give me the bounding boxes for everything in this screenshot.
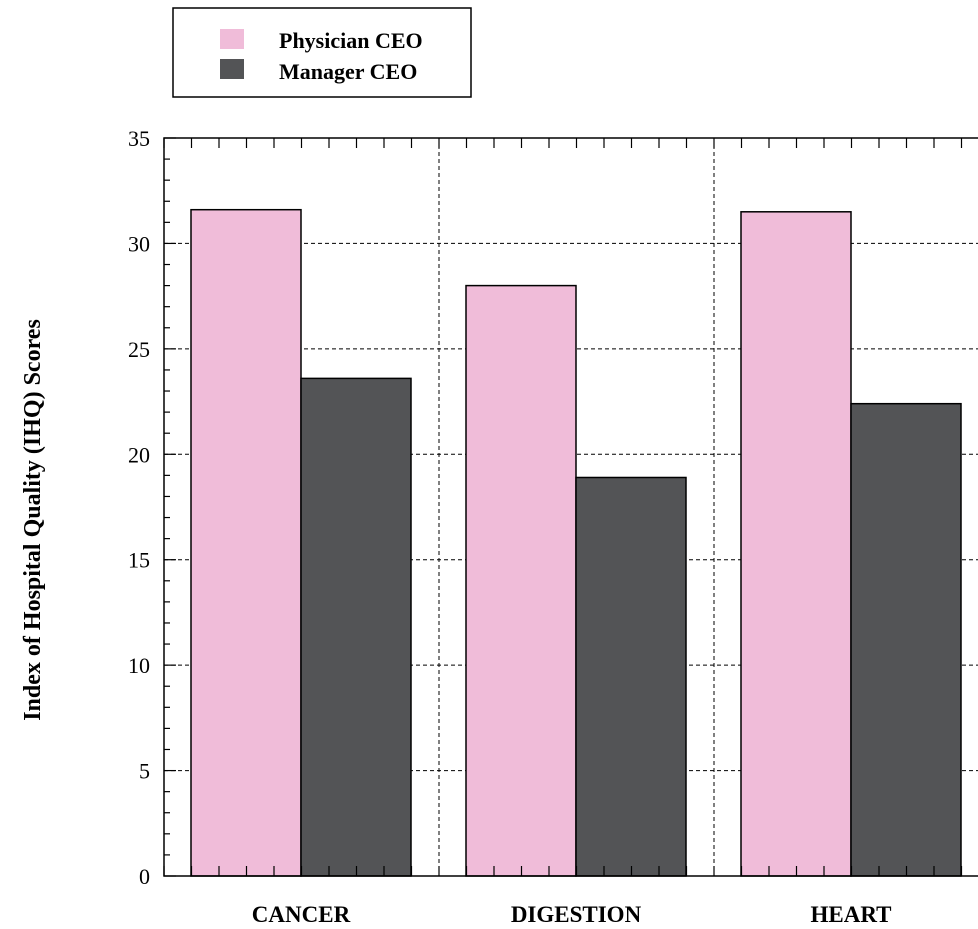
y-tick-label-35: 35 — [128, 126, 150, 151]
bars — [190, 208, 962, 877]
y-tick-label-25: 25 — [128, 337, 150, 362]
bar-heart-manager-ceo — [850, 402, 962, 877]
category-label-heart: HEART — [811, 902, 892, 927]
legend-swatch-physician — [220, 29, 244, 49]
legend: Physician CEO Manager CEO — [172, 7, 472, 98]
bar-heart-physician-ceo — [740, 211, 852, 877]
y-axis-title: Index of Hospital Quality (IHQ) Scores — [20, 319, 46, 721]
y-tick-label-15: 15 — [128, 548, 150, 573]
category-labels: CANCER DIGESTION HEART — [252, 902, 892, 927]
y-tick-label-5: 5 — [139, 759, 150, 784]
bar-cancer-physician-ceo — [190, 208, 302, 877]
category-label-digestion: DIGESTION — [511, 902, 642, 927]
bar-cancer-manager-ceo — [300, 377, 412, 877]
axis-ticks — [163, 137, 963, 877]
legend-label-physician: Physician CEO — [279, 28, 423, 53]
legend-label-manager: Manager CEO — [279, 59, 417, 84]
legend-frame — [172, 7, 472, 98]
y-tick-labels: 0 5 10 15 20 25 30 35 — [128, 126, 150, 889]
y-tick-label-10: 10 — [128, 653, 150, 678]
bar-digestion-manager-ceo — [575, 476, 687, 877]
y-tick-label-0: 0 — [139, 864, 150, 889]
legend-swatch-manager — [220, 59, 244, 79]
y-tick-label-30: 30 — [128, 231, 150, 256]
bar-digestion-physician-ceo — [465, 284, 577, 877]
category-label-cancer: CANCER — [252, 902, 351, 927]
y-tick-label-20: 20 — [128, 442, 150, 467]
